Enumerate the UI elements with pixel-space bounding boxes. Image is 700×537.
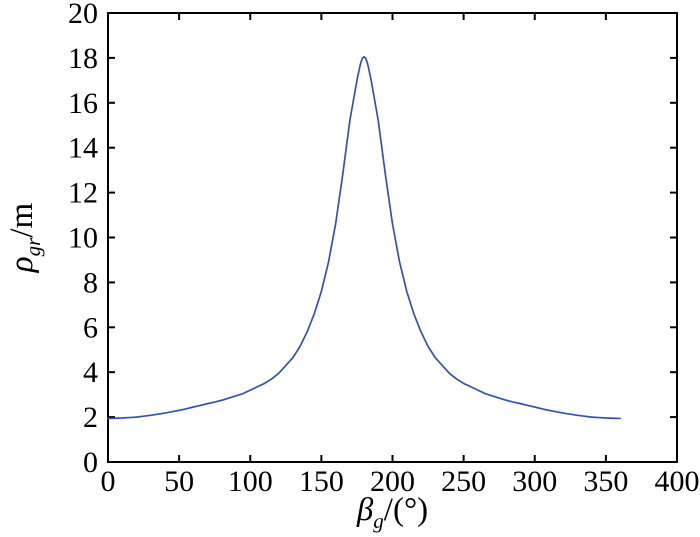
x-tick-label: 350 xyxy=(583,465,628,498)
plot-box-group xyxy=(107,12,678,463)
y-tick-label: 20 xyxy=(68,0,98,30)
y-tick-label: 12 xyxy=(68,177,98,210)
axis-titles-group: βg/(°) ρgr/m xyxy=(4,202,428,533)
y-tick-label: 10 xyxy=(68,222,98,255)
y-tick-label: 18 xyxy=(68,42,98,75)
x-tick-label: 200 xyxy=(370,465,415,498)
x-tick-label: 0 xyxy=(101,465,116,498)
data-series-group xyxy=(107,55,621,420)
x-tick-label: 100 xyxy=(228,465,273,498)
x-tick-label: 250 xyxy=(441,465,486,498)
plot-box xyxy=(107,12,678,463)
y-tick-labels-group: 0 2 4 6 8 10 12 14 16 18 20 xyxy=(68,0,98,479)
x-tick-labels-group: 0 50 100 150 200 250 300 350 400 xyxy=(101,465,700,498)
x-tick-label: 400 xyxy=(655,465,700,498)
y-tick-label: 14 xyxy=(68,132,98,165)
x-tick-label: 50 xyxy=(164,465,194,498)
x-axis-title: βg/(°) xyxy=(356,492,428,533)
y-tick-label: 2 xyxy=(83,401,98,434)
x-tick-label: 300 xyxy=(512,465,557,498)
data-series-line xyxy=(107,55,621,420)
y-tick-label: 8 xyxy=(83,266,98,299)
y-axis-title: ρgr/m xyxy=(4,202,45,273)
y-tick-label: 0 xyxy=(83,446,98,479)
y-tick-label: 6 xyxy=(83,311,98,344)
axis-ticks-group xyxy=(107,12,678,463)
y-tick-label: 4 xyxy=(83,356,98,389)
x-tick-label: 150 xyxy=(299,465,344,498)
y-tick-label: 16 xyxy=(68,87,98,120)
